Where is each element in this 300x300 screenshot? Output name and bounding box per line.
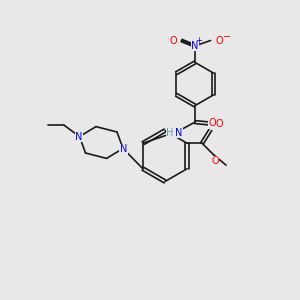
Text: O: O xyxy=(215,118,223,129)
Text: H: H xyxy=(167,128,174,138)
Text: O: O xyxy=(169,35,177,46)
Text: +: + xyxy=(195,36,202,45)
Text: −: − xyxy=(223,32,231,42)
Text: N: N xyxy=(175,128,182,138)
Text: O: O xyxy=(211,156,219,166)
Text: O: O xyxy=(216,35,224,46)
Text: N: N xyxy=(75,131,82,142)
Text: N: N xyxy=(120,144,127,154)
Text: O: O xyxy=(208,118,216,128)
Text: N: N xyxy=(191,41,199,51)
